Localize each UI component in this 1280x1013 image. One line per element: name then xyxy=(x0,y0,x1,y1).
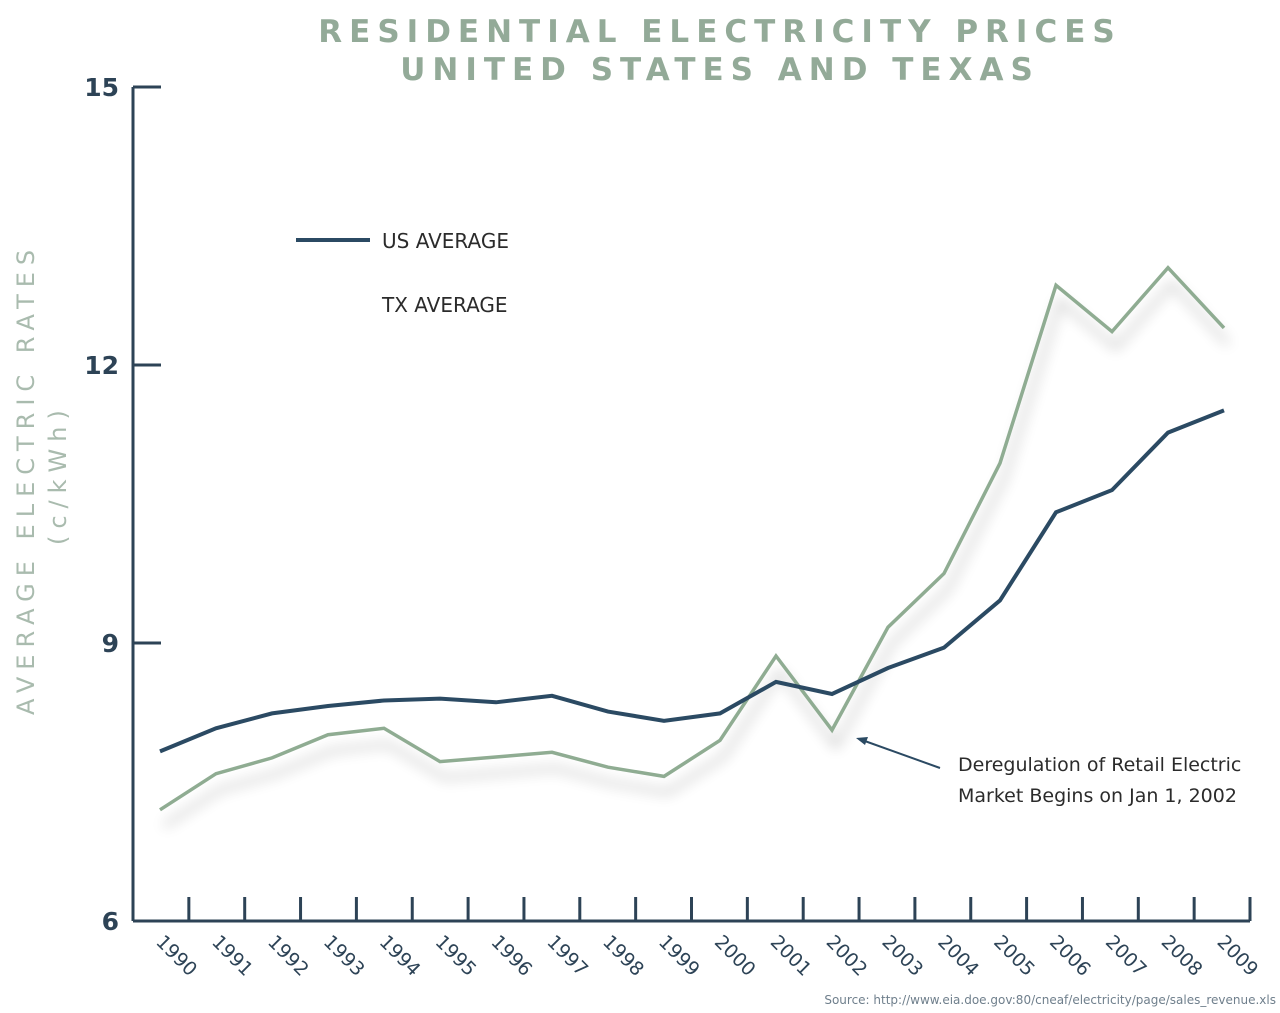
x-tick-label: 1999 xyxy=(654,931,704,981)
y-tick-label: 9 xyxy=(102,629,119,658)
x-tick-label: 2000 xyxy=(710,931,760,981)
x-tick-label: 1995 xyxy=(431,931,481,981)
series-line-tx-average xyxy=(159,265,1226,812)
series-lines xyxy=(159,265,1226,812)
x-tick-label: 2003 xyxy=(878,931,928,981)
y-tick-label: 6 xyxy=(102,907,119,936)
x-tick-label: 1991 xyxy=(207,931,257,981)
y-tick-label: 15 xyxy=(84,73,119,102)
x-tick-label: 2005 xyxy=(989,931,1039,981)
y-tick-label: 12 xyxy=(84,351,119,380)
y-axis-title: AVERAGE ELECTRIC RATES xyxy=(12,243,40,715)
source-note: Source: http://www.eia.doe.gov:80/cneaf/… xyxy=(824,993,1276,1007)
x-ticks: 1990 1991 1992 1993 1994 1995 1996 1997 1998 1999… xyxy=(151,897,1262,981)
x-tick-label: 2002 xyxy=(822,931,872,981)
x-tick-label: 1990 xyxy=(151,931,201,981)
x-tick-label: 1998 xyxy=(598,931,648,981)
legend: US AVERAGE TX AVERAGE xyxy=(296,229,509,317)
legend-label-us: US AVERAGE xyxy=(382,229,509,253)
annotation-arrowhead xyxy=(856,737,868,745)
x-tick-label: 2009 xyxy=(1213,931,1263,981)
x-tick-label: 1993 xyxy=(319,931,369,981)
chart-subtitle: UNITED STATES AND TEXAS xyxy=(400,52,1040,88)
series-line-us-average xyxy=(159,408,1225,754)
legend-label-tx: TX AVERAGE xyxy=(381,293,508,317)
y-axis-units: (c/kWh) xyxy=(44,403,72,545)
annotation: Deregulation of Retail Electric Market B… xyxy=(856,737,1241,807)
x-tick-label: 2007 xyxy=(1101,931,1151,981)
x-tick-label: 1996 xyxy=(487,931,537,981)
annotation-text-line2: Market Begins on Jan 1, 2002 xyxy=(958,785,1237,807)
x-tick-label: 2006 xyxy=(1045,931,1095,981)
x-tick-label: 2001 xyxy=(766,931,816,981)
annotation-arrow-line xyxy=(861,739,941,769)
annotation-text-line1: Deregulation of Retail Electric xyxy=(958,754,1241,776)
x-tick-label: 2004 xyxy=(933,931,983,981)
y-axis-label: AVERAGE ELECTRIC RATES (c/kWh) xyxy=(12,243,72,715)
x-tick-label: 1994 xyxy=(375,931,425,981)
x-tick-label: 2008 xyxy=(1157,931,1207,981)
x-tick-label: 1992 xyxy=(263,931,313,981)
x-tick-label: 1997 xyxy=(542,931,592,981)
y-ticks: 15 12 9 6 xyxy=(84,73,161,936)
chart-title: RESIDENTIAL ELECTRICITY PRICES xyxy=(318,14,1121,50)
